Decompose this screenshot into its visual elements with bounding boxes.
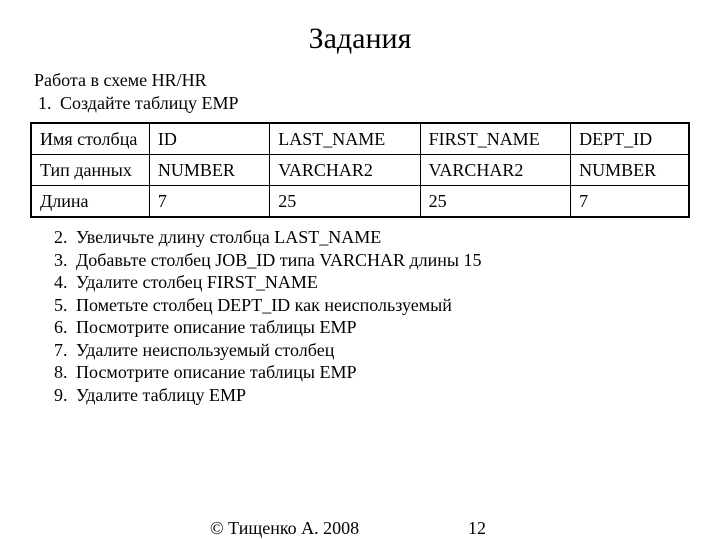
row-label: Имя столбца xyxy=(31,123,149,155)
table-cell: LAST_NAME xyxy=(270,123,420,155)
table-cell: DEPT_ID xyxy=(571,123,689,155)
table-cell: VARCHAR2 xyxy=(270,155,420,186)
page-title: Задания xyxy=(30,22,690,56)
table-cell: 7 xyxy=(571,186,689,218)
task-item: Удалите неиспользуемый столбец xyxy=(72,339,690,362)
table-row: Длина 7 25 25 7 xyxy=(31,186,689,218)
table-cell: 7 xyxy=(149,186,269,218)
task-list: Увеличьте длину столбца LAST_NAME Добавь… xyxy=(50,226,690,406)
table-cell: NUMBER xyxy=(149,155,269,186)
task-item: Увеличьте длину столбца LAST_NAME xyxy=(72,226,690,249)
task-item-1: Создайте таблицу EMP xyxy=(56,93,690,114)
task-item: Пометьте столбец DEPT_ID как неиспользуе… xyxy=(72,294,690,317)
row-label: Длина xyxy=(31,186,149,218)
emp-table: Имя столбца ID LAST_NAME FIRST_NAME DEPT… xyxy=(30,122,690,218)
table-cell: 25 xyxy=(270,186,420,218)
row-label: Тип данных xyxy=(31,155,149,186)
table-row: Имя столбца ID LAST_NAME FIRST_NAME DEPT… xyxy=(31,123,689,155)
task-item: Посмотрите описание таблицы EMP xyxy=(72,361,690,384)
copyright: © Тищенко А. 2008 xyxy=(210,518,359,539)
page-number: 12 xyxy=(468,518,486,539)
table-cell: VARCHAR2 xyxy=(420,155,570,186)
task-item: Добавьте столбец JOB_ID типа VARCHAR дли… xyxy=(72,249,690,272)
intro-text: Работа в схеме HR/HR xyxy=(34,70,690,91)
task-item: Посмотрите описание таблицы EMP xyxy=(72,316,690,339)
table-cell: 25 xyxy=(420,186,570,218)
table-row: Тип данных NUMBER VARCHAR2 VARCHAR2 NUMB… xyxy=(31,155,689,186)
table-cell: FIRST_NAME xyxy=(420,123,570,155)
task-item: Удалите столбец FIRST_NAME xyxy=(72,271,690,294)
task-item: Удалите таблицу EMP xyxy=(72,384,690,407)
table-cell: NUMBER xyxy=(571,155,689,186)
table-cell: ID xyxy=(149,123,269,155)
